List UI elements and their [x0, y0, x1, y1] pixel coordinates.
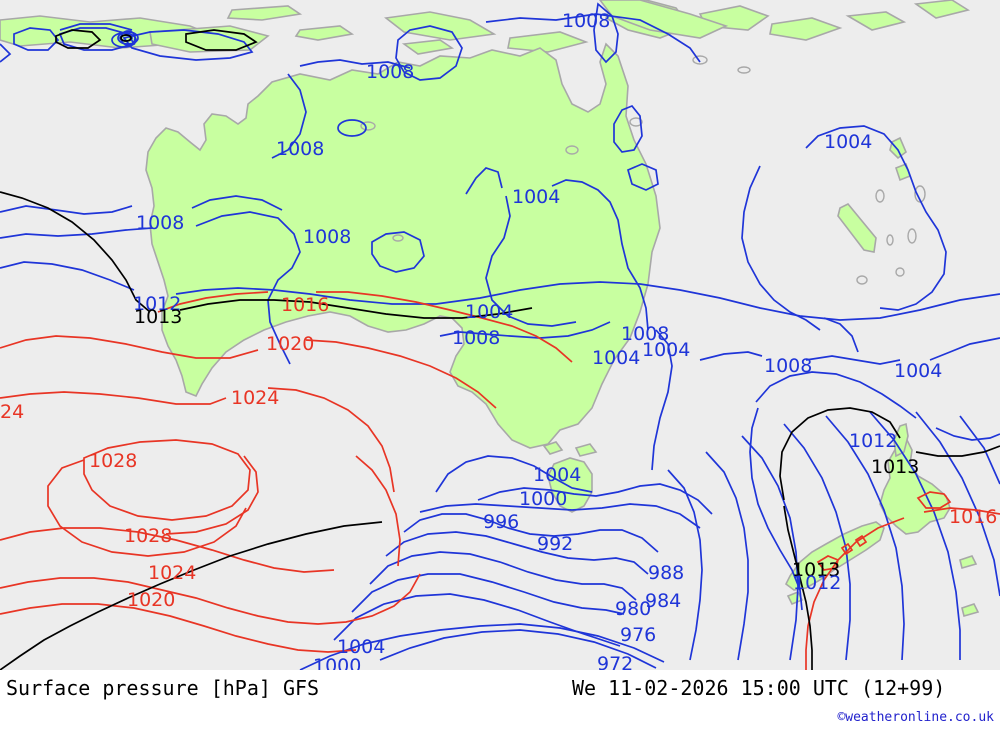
land-small-9	[913, 0, 971, 19]
high-isobar-layer	[0, 291, 1000, 670]
pressure-contour-map[interactable]: 1008 1008 1008 1008 1008 1004 1004 1008 1008 1004…	[0, 0, 1000, 670]
land-tasmania-islet-1	[542, 441, 564, 455]
land-tasmania	[547, 457, 593, 513]
land-small-7	[769, 17, 843, 41]
footer-valid-datetime: We 11-02-2026 15:00 UTC (12+99)	[572, 676, 946, 700]
land-small-1	[226, 5, 303, 21]
land-small-3	[384, 11, 497, 41]
land-nz-stewart	[786, 590, 804, 606]
land-islet-a	[959, 555, 978, 569]
land-nz-northland	[893, 422, 909, 458]
land-png	[599, 0, 729, 39]
land-small-5	[401, 39, 455, 55]
footer-bar: Surface pressure [hPa] GFS We 11-02-2026…	[0, 670, 1000, 733]
land-new-caledonia	[837, 202, 877, 253]
land-small-2	[294, 25, 355, 41]
footer-parameter-title: Surface pressure [hPa] GFS	[6, 676, 320, 700]
low-isobar-layer	[0, 2, 1000, 670]
island-specks-layer	[360, 55, 926, 285]
map-graphics	[0, 0, 1000, 670]
land-vanuatu-1	[889, 136, 907, 160]
land-tasmania-islet-2	[574, 443, 598, 457]
land-islet-b	[961, 603, 980, 617]
landmass-layer	[0, 0, 980, 617]
land-australia	[145, 42, 661, 449]
land-small-8	[845, 11, 907, 31]
watermark-label: ©weatheronline.co.uk	[837, 710, 994, 725]
standard-isobar-layer	[0, 29, 1000, 670]
land-small-4	[507, 31, 589, 53]
land-nz-north-island	[879, 436, 951, 535]
